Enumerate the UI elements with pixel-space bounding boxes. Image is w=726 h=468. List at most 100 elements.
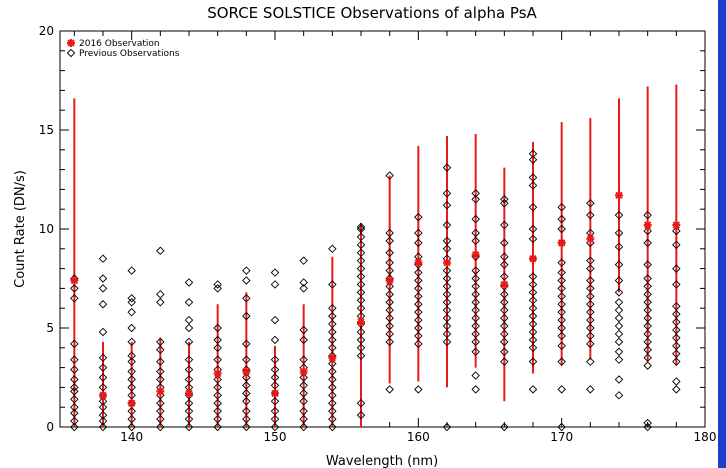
previous-observation-point	[328, 367, 337, 376]
previous-observation-point	[270, 335, 280, 345]
star-stroke	[127, 399, 136, 407]
previous-observation-point	[98, 274, 108, 283]
previous-observation-point	[184, 298, 194, 307]
previous-observation-point	[643, 418, 652, 428]
previous-observation-point	[614, 313, 624, 323]
previous-observation-point	[442, 422, 452, 432]
previous-observation-point	[500, 260, 509, 269]
previous-observation-point	[414, 292, 423, 301]
previous-observation-point	[299, 381, 308, 390]
previous-observation-point	[614, 355, 624, 364]
previous-observation-point	[242, 311, 251, 321]
previous-observation-point	[328, 244, 337, 254]
previous-observation-point	[500, 195, 509, 204]
observation-2016-point	[615, 191, 623, 200]
star-stroke	[529, 254, 537, 263]
previous-observation-point	[500, 290, 509, 299]
previous-observation-point	[528, 149, 538, 158]
previous-observation-point	[614, 305, 624, 315]
previous-observation-point	[442, 337, 452, 347]
star-stroke	[443, 258, 451, 267]
previous-observation-point	[156, 399, 165, 408]
previous-observation-point	[586, 307, 595, 317]
legend-diamond-marker	[66, 48, 76, 58]
previous-observation-point	[70, 395, 79, 404]
observation-2016-point	[156, 387, 165, 396]
previous-observation-point	[328, 311, 337, 321]
previous-observation-point	[156, 357, 165, 366]
previous-observation-point	[471, 290, 480, 299]
previous-observation-point	[557, 323, 566, 333]
previous-observation-point	[98, 363, 108, 372]
previous-observation-point	[614, 347, 624, 356]
previous-observation-point	[270, 406, 280, 416]
previous-observation-point	[98, 254, 108, 263]
previous-observation-point	[471, 189, 480, 198]
previous-observation-point	[356, 248, 366, 257]
previous-observation-point	[299, 325, 308, 335]
previous-observation-point	[156, 367, 165, 376]
previous-observation-point	[98, 397, 108, 406]
previous-observation-point	[184, 375, 194, 384]
previous-observation-point	[643, 337, 652, 347]
previous-observation-point	[414, 331, 423, 341]
previous-observation-point	[385, 248, 394, 257]
previous-observation-point	[442, 305, 452, 315]
previous-observation-point	[643, 260, 652, 269]
previous-observation-point	[213, 284, 222, 293]
previous-observation-point	[614, 210, 624, 220]
previous-observation-point	[557, 268, 566, 277]
previous-observation-point	[356, 351, 366, 360]
previous-observation-point	[586, 264, 595, 273]
previous-observation-point	[414, 238, 423, 248]
previous-observation-point	[643, 345, 652, 355]
previous-observation-point	[471, 195, 480, 204]
previous-observation-point	[356, 296, 366, 305]
previous-observation-point	[356, 327, 366, 337]
previous-observation-point	[557, 300, 566, 309]
previous-observation-point	[643, 329, 652, 339]
previous-observation-point	[500, 298, 509, 307]
previous-observation-point	[270, 365, 280, 374]
previous-observation-point	[127, 307, 136, 317]
error-bars	[73, 84, 678, 427]
star-stroke	[213, 369, 222, 378]
previous-observation-point	[500, 305, 509, 315]
previous-observation-point	[70, 365, 79, 374]
previous-observation-point	[385, 321, 394, 331]
observation-2016-point	[357, 318, 365, 327]
previous-observation-point	[213, 399, 222, 408]
x-tick-label: 140	[120, 430, 143, 444]
previous-observation-point	[471, 371, 480, 380]
previous-observation-point	[184, 422, 194, 432]
previous-observation-point	[414, 385, 423, 394]
previous-observation-point	[156, 375, 165, 384]
previous-observation-point	[356, 280, 366, 289]
previous-observation-point	[70, 416, 79, 426]
previous-observation-point	[213, 391, 222, 400]
previous-observation-point	[184, 278, 194, 287]
previous-observation-point	[156, 290, 165, 299]
previous-observation-point	[586, 276, 595, 285]
previous-observation-point	[500, 357, 509, 366]
x-tick-label: 180	[694, 430, 717, 444]
previous-observation-point	[471, 282, 480, 291]
previous-observation-point	[672, 317, 681, 327]
previous-observation-point	[614, 276, 624, 285]
previous-observation-point	[672, 280, 681, 289]
previous-observation-point	[70, 355, 79, 364]
star-stroke	[357, 318, 365, 326]
previous-observation-point	[557, 224, 566, 234]
previous-observation-point	[270, 268, 280, 277]
previous-observation-point	[385, 290, 394, 299]
previous-observation-point	[672, 226, 681, 236]
previous-observation-point	[414, 276, 423, 285]
previous-observation-point	[242, 389, 251, 398]
previous-observation-point	[156, 246, 165, 256]
previous-observation-point	[299, 373, 308, 382]
previous-observation-point	[328, 422, 337, 432]
legend-star-marker	[67, 39, 75, 47]
previous-observation-point	[500, 220, 509, 230]
star-stroke	[643, 221, 652, 229]
previous-observation-point	[328, 319, 337, 329]
